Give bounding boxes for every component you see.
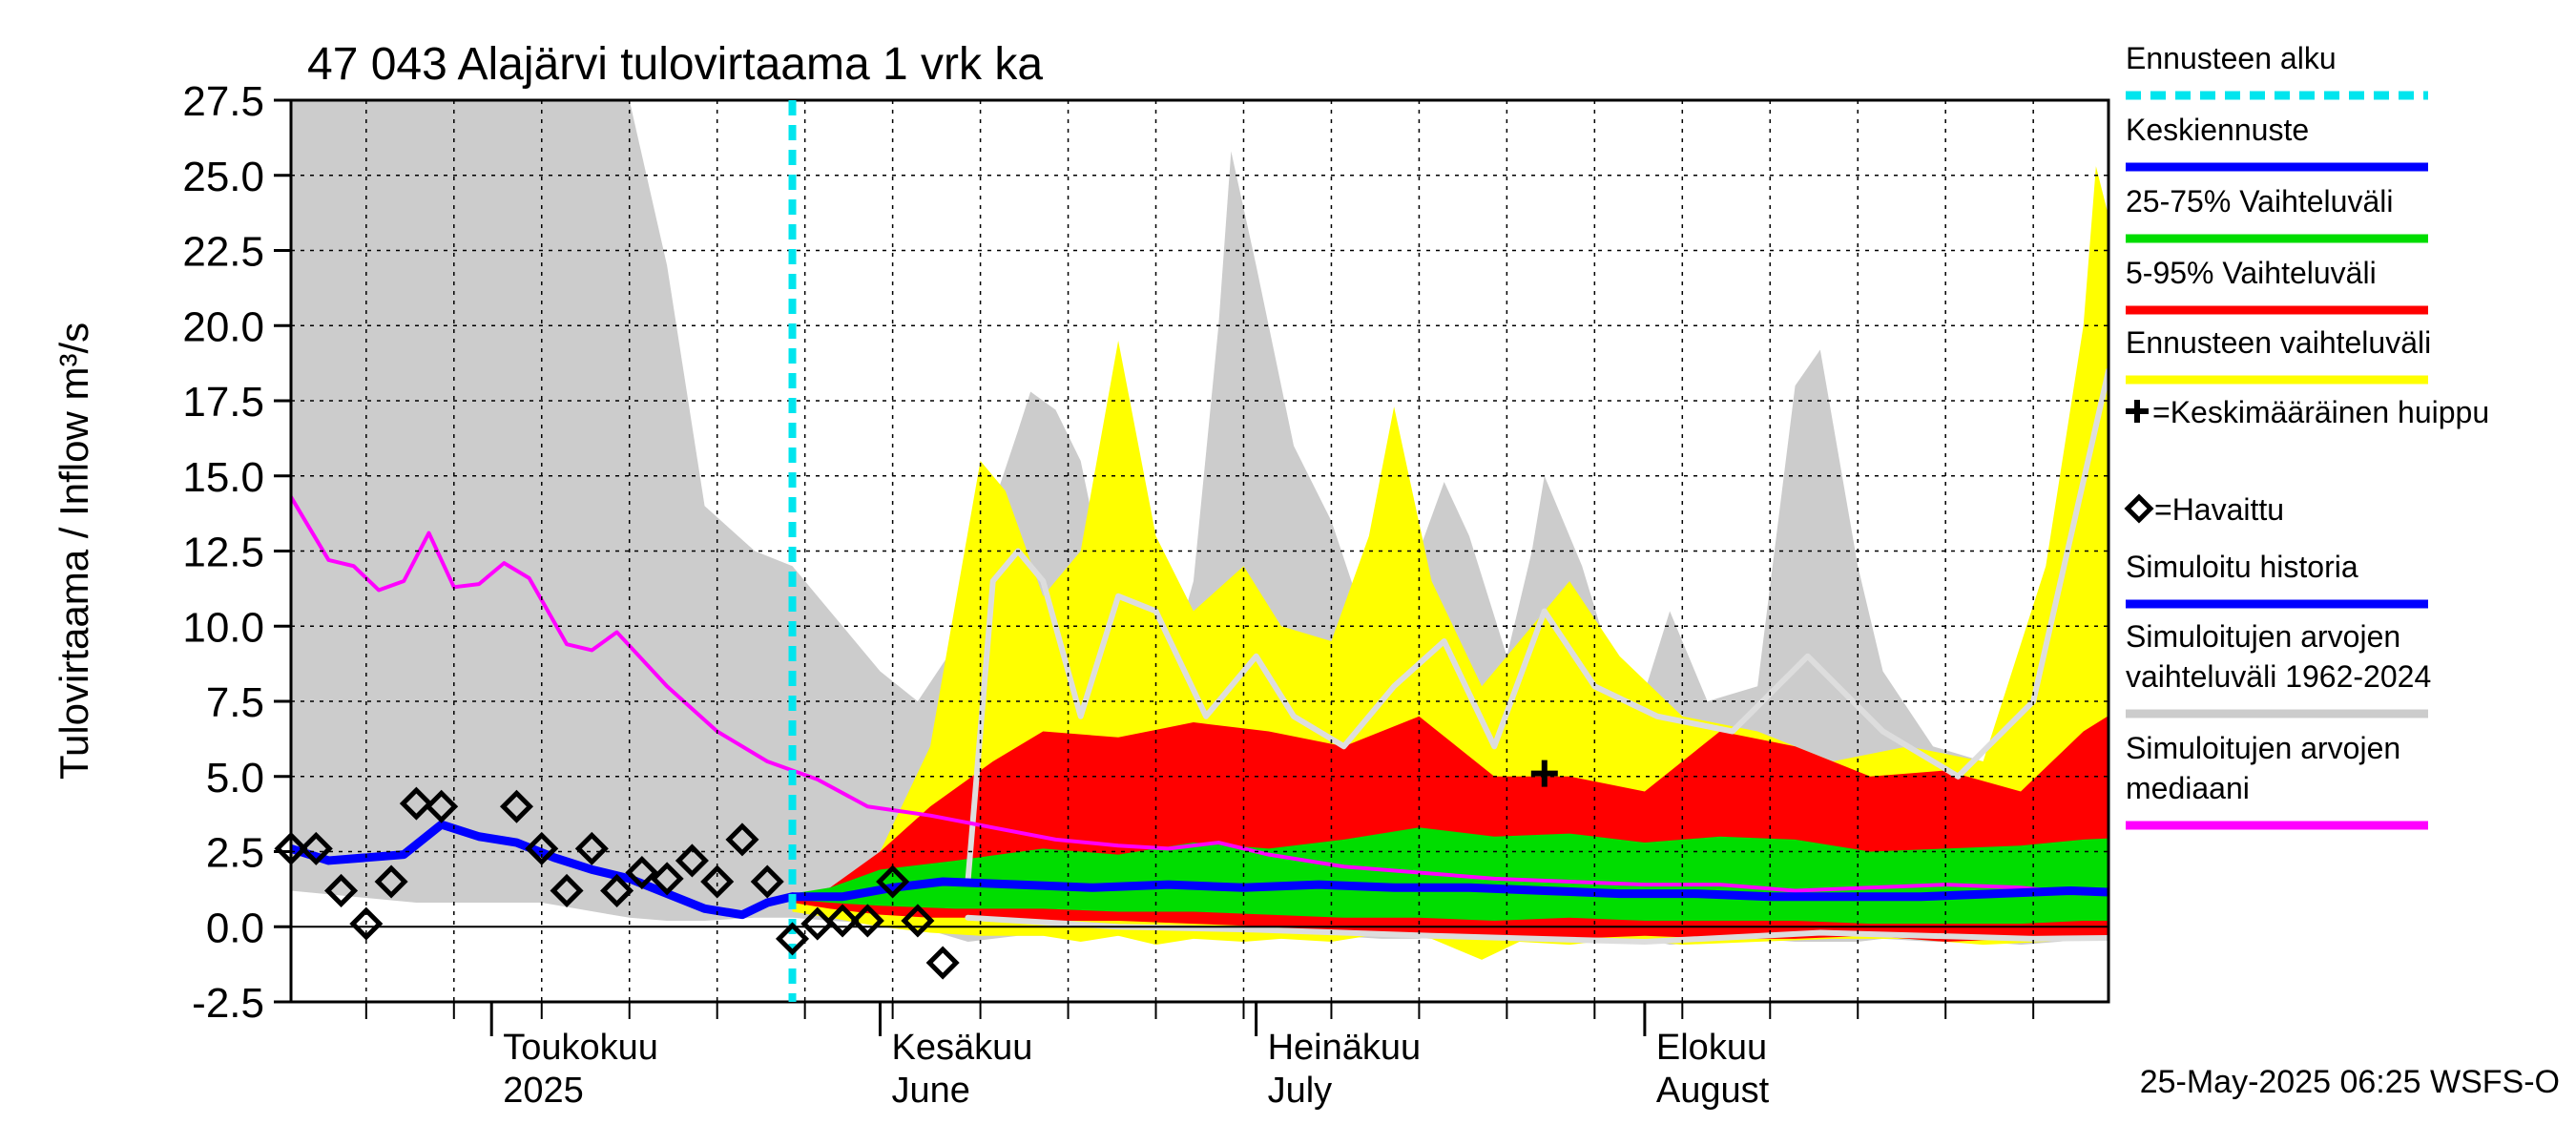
legend-item: Keskiennuste bbox=[2126, 113, 2428, 172]
observed-point bbox=[425, 789, 459, 823]
observed-point bbox=[574, 831, 609, 865]
observed-point bbox=[700, 864, 735, 899]
observed-point bbox=[349, 906, 384, 941]
legend-label: Simuloitujen arvojen bbox=[2126, 619, 2400, 654]
observed-point bbox=[876, 864, 910, 899]
observed-point bbox=[825, 904, 860, 938]
observed-point bbox=[725, 822, 759, 857]
legend-label: 25-75% Vaihteluväli bbox=[2126, 184, 2393, 219]
y-tick-label: 20.0 bbox=[182, 303, 264, 350]
legend-item: Ennusteen vaihteluväli bbox=[2126, 325, 2431, 385]
y-tick-label: 17.5 bbox=[182, 379, 264, 426]
x-month-sublabel: 2025 bbox=[503, 1071, 584, 1111]
historical-median-line bbox=[965, 367, 2109, 885]
y-tick-label: 22.5 bbox=[182, 229, 264, 276]
simulated-median-line bbox=[291, 494, 2109, 896]
footer-timestamp: 25-May-2025 06:25 WSFS-O bbox=[2140, 1064, 2560, 1100]
y-tick-label: 12.5 bbox=[182, 530, 264, 576]
legend-label: Ennusteen alku bbox=[2126, 41, 2337, 75]
y-tick-label: 15.0 bbox=[182, 454, 264, 501]
legend: Ennusteen alku Keskiennuste 25-75% Vaihtel… bbox=[2124, 41, 2489, 830]
legend-label: Ennusteen vaihteluväli bbox=[2126, 325, 2431, 360]
observed-point bbox=[299, 831, 333, 865]
x-month-label: Heinäkuu bbox=[1268, 1028, 1422, 1068]
y-tick-label: 27.5 bbox=[182, 78, 264, 125]
legend-label: =Keskimääräinen huippu bbox=[2152, 395, 2489, 429]
y-tick-label: 25.0 bbox=[182, 154, 264, 200]
legend-item: Simuloitu historia bbox=[2126, 550, 2428, 609]
legend-item: Ennusteen alku bbox=[2126, 41, 2428, 100]
legend-label: vaihteluväli 1962-2024 bbox=[2126, 659, 2431, 694]
observed-point bbox=[625, 856, 659, 890]
x-month-label: Toukokuu bbox=[503, 1028, 658, 1068]
observed-point bbox=[901, 904, 935, 938]
mean-peak-marker bbox=[1530, 760, 1558, 787]
observed-point bbox=[925, 946, 960, 980]
observed-point bbox=[675, 843, 709, 878]
legend-plus-icon bbox=[2126, 400, 2149, 423]
x-month-sublabel: June bbox=[891, 1071, 969, 1111]
legend-item: Simuloitujen arvojen mediaani bbox=[2126, 731, 2428, 830]
markers bbox=[274, 100, 1558, 1002]
observed-point bbox=[399, 786, 433, 821]
y-tick-label: 10.0 bbox=[182, 604, 264, 651]
observed-point bbox=[600, 873, 634, 907]
observed-point bbox=[374, 864, 408, 899]
observed-point bbox=[499, 789, 534, 823]
legend-item: 25-75% Vaihteluväli bbox=[2126, 184, 2428, 243]
observed-point bbox=[324, 873, 359, 907]
legend-item: =Havaittu bbox=[2124, 492, 2284, 527]
plot-area bbox=[291, 100, 2109, 960]
chart-title: 47 043 Alajärvi tulovirtaama 1 vrk ka bbox=[307, 39, 1043, 90]
y-tick-label: 2.5 bbox=[206, 830, 264, 877]
legend-label: 5-95% Vaihteluväli bbox=[2126, 256, 2377, 290]
observed-point bbox=[750, 864, 784, 899]
observed-point bbox=[550, 873, 584, 907]
legend-label: Simuloitujen arvojen bbox=[2126, 731, 2400, 765]
y-tick-label: 5.0 bbox=[206, 755, 264, 802]
x-month-sublabel: July bbox=[1268, 1071, 1333, 1111]
legend-label: =Havaittu bbox=[2154, 492, 2284, 527]
observed-point bbox=[775, 922, 810, 956]
y-tick-label: 7.5 bbox=[206, 679, 264, 726]
observed-point bbox=[850, 904, 884, 938]
observed-point bbox=[800, 906, 835, 941]
observed-point bbox=[650, 862, 684, 896]
legend-label: mediaani bbox=[2126, 771, 2250, 805]
y-axis-label: Tulovirtaama / Inflow m³/s bbox=[52, 323, 96, 780]
legend-item: 5-95% Vaihteluväli bbox=[2126, 256, 2428, 315]
y-tick-label: -2.5 bbox=[192, 980, 264, 1027]
observed-point bbox=[525, 831, 559, 865]
x-month-label: Kesäkuu bbox=[891, 1028, 1032, 1068]
x-month-label: Elokuu bbox=[1656, 1028, 1767, 1068]
legend-item: =Keskimääräinen huippu bbox=[2126, 395, 2489, 429]
legend-diamond-icon bbox=[2124, 493, 2154, 524]
simulated-history-line bbox=[291, 820, 798, 920]
legend-label: Simuloitu historia bbox=[2126, 550, 2358, 584]
legend-label: Keskiennuste bbox=[2126, 113, 2309, 147]
observed-point bbox=[274, 831, 308, 865]
legend-item: Simuloitujen arvojen vaihteluväli 1962-20… bbox=[2126, 619, 2431, 718]
y-tick-label: 0.0 bbox=[206, 905, 264, 951]
x-month-sublabel: August bbox=[1656, 1071, 1770, 1111]
